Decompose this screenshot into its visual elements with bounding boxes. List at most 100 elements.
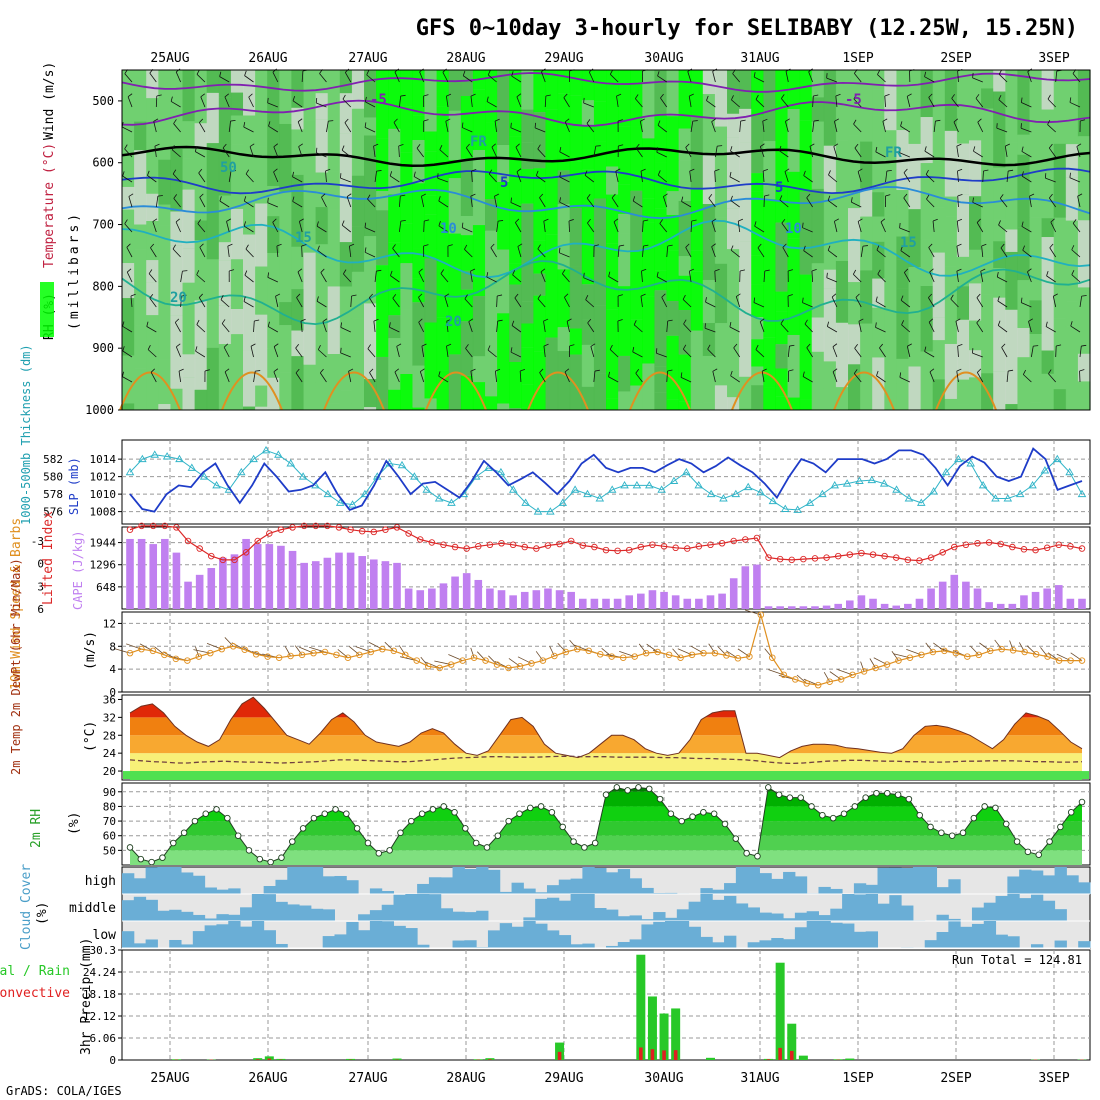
wind-barb-flag [852, 269, 857, 275]
wind-barb [566, 321, 570, 333]
wind-barb [153, 121, 157, 133]
wind-barb-flag [685, 243, 690, 248]
cloud-cell [523, 917, 536, 921]
rh-line-point [299, 825, 307, 832]
cloud-cell [1042, 875, 1056, 894]
wind-barb-flag [153, 118, 159, 122]
cape-bar [834, 603, 842, 609]
rh-patch [956, 256, 970, 287]
rh-patch [1005, 229, 1018, 252]
cloud-cell [853, 894, 867, 921]
cloud-cell [216, 889, 229, 894]
rh-patch [811, 299, 825, 318]
wind-barb [350, 295, 352, 308]
wind10m-line-point [918, 651, 925, 659]
wind-barb [344, 72, 352, 83]
rh-patch [787, 238, 801, 312]
rh-patch [376, 191, 389, 211]
wind-barb-flag [691, 219, 697, 222]
rh-patch [194, 389, 208, 410]
wind-barb-flag [295, 368, 300, 374]
wind10m-line-point [551, 652, 558, 660]
wind-barb [659, 223, 668, 233]
wind10m-line-point [849, 671, 856, 679]
date-label: 30AUG [644, 1071, 683, 1086]
rh-patch [920, 163, 934, 240]
rh-patch [702, 94, 716, 126]
cloud-cell [145, 867, 158, 894]
wind-barb-flag [498, 220, 504, 222]
wind10m-barb [398, 645, 406, 656]
wind-barb [470, 96, 473, 108]
rh-patch [714, 126, 728, 150]
rh-patch [303, 158, 317, 221]
wind-barb-flag [491, 143, 496, 148]
lifted-index-line-point [730, 537, 737, 545]
cloud-cell [228, 921, 241, 948]
wind-barb [641, 271, 643, 283]
rh-patch [1005, 70, 1018, 143]
wind-barb [297, 271, 303, 283]
wind-barb-flag [1081, 344, 1087, 347]
cloud-cell [1030, 944, 1044, 948]
wind-barb-flag [738, 218, 744, 222]
wind10m-line-point [677, 654, 684, 661]
wind-barb [827, 250, 838, 258]
rh-patch [714, 323, 728, 386]
wind-barb-flag [400, 94, 406, 97]
rh-patch [472, 225, 486, 297]
wind-barb-flag [346, 193, 352, 197]
wind10m-line-point [734, 655, 742, 662]
wind-barb [442, 72, 449, 83]
cloud-cell [464, 869, 477, 894]
thickness-line-point [595, 494, 605, 502]
wind-barb [367, 198, 376, 208]
wind10m-line-point [619, 654, 627, 661]
rh-line-point [656, 795, 664, 803]
wind-barb [1020, 127, 1032, 133]
rh-patch [218, 260, 232, 306]
wind-barb [537, 248, 546, 258]
wind-barb [155, 196, 159, 208]
lifted-index-line-point [173, 524, 180, 531]
rh-patch [146, 70, 159, 99]
wind10m-line-point [447, 661, 455, 668]
wind-barb [681, 201, 692, 208]
rh-line-point [570, 838, 577, 845]
cloud-cell [936, 931, 949, 948]
lifted-index-line-point [1020, 546, 1028, 553]
rh-patch [364, 70, 377, 118]
wind-barb-flag [490, 243, 495, 248]
wind-barb [369, 372, 376, 383]
rh-patch [1041, 109, 1055, 150]
wind-barb-flag [928, 93, 933, 98]
cloud-cell [570, 894, 583, 921]
cape-bar [846, 600, 854, 609]
cloud-cell [1007, 936, 1020, 948]
rh-patch [702, 402, 716, 410]
rh-patch [751, 366, 764, 386]
wind-barb-flag [438, 371, 441, 377]
rh-patch [1029, 300, 1043, 335]
cloud-cell [1019, 898, 1032, 921]
cloud-cell [145, 939, 158, 948]
wind-barb-flag [972, 197, 974, 203]
rh-patch [545, 70, 559, 110]
rh-patch [581, 319, 595, 345]
wind-barb [666, 246, 669, 258]
cloud-cover-label: Cloud Cover [19, 864, 34, 950]
cloud-cell [901, 905, 914, 921]
wind10m-line [129, 612, 1082, 686]
rh-patch [327, 70, 341, 96]
rh-patch [557, 204, 571, 270]
rh-patch [1005, 404, 1018, 410]
wind-barb [1048, 147, 1057, 158]
rh-patch [400, 70, 413, 107]
wind-barb [398, 145, 400, 158]
rh-line-point [710, 810, 718, 818]
precip-convective-bar [789, 1050, 794, 1060]
wind-barb [559, 252, 570, 258]
rh-patch [654, 70, 668, 115]
rh-patch [702, 204, 716, 280]
